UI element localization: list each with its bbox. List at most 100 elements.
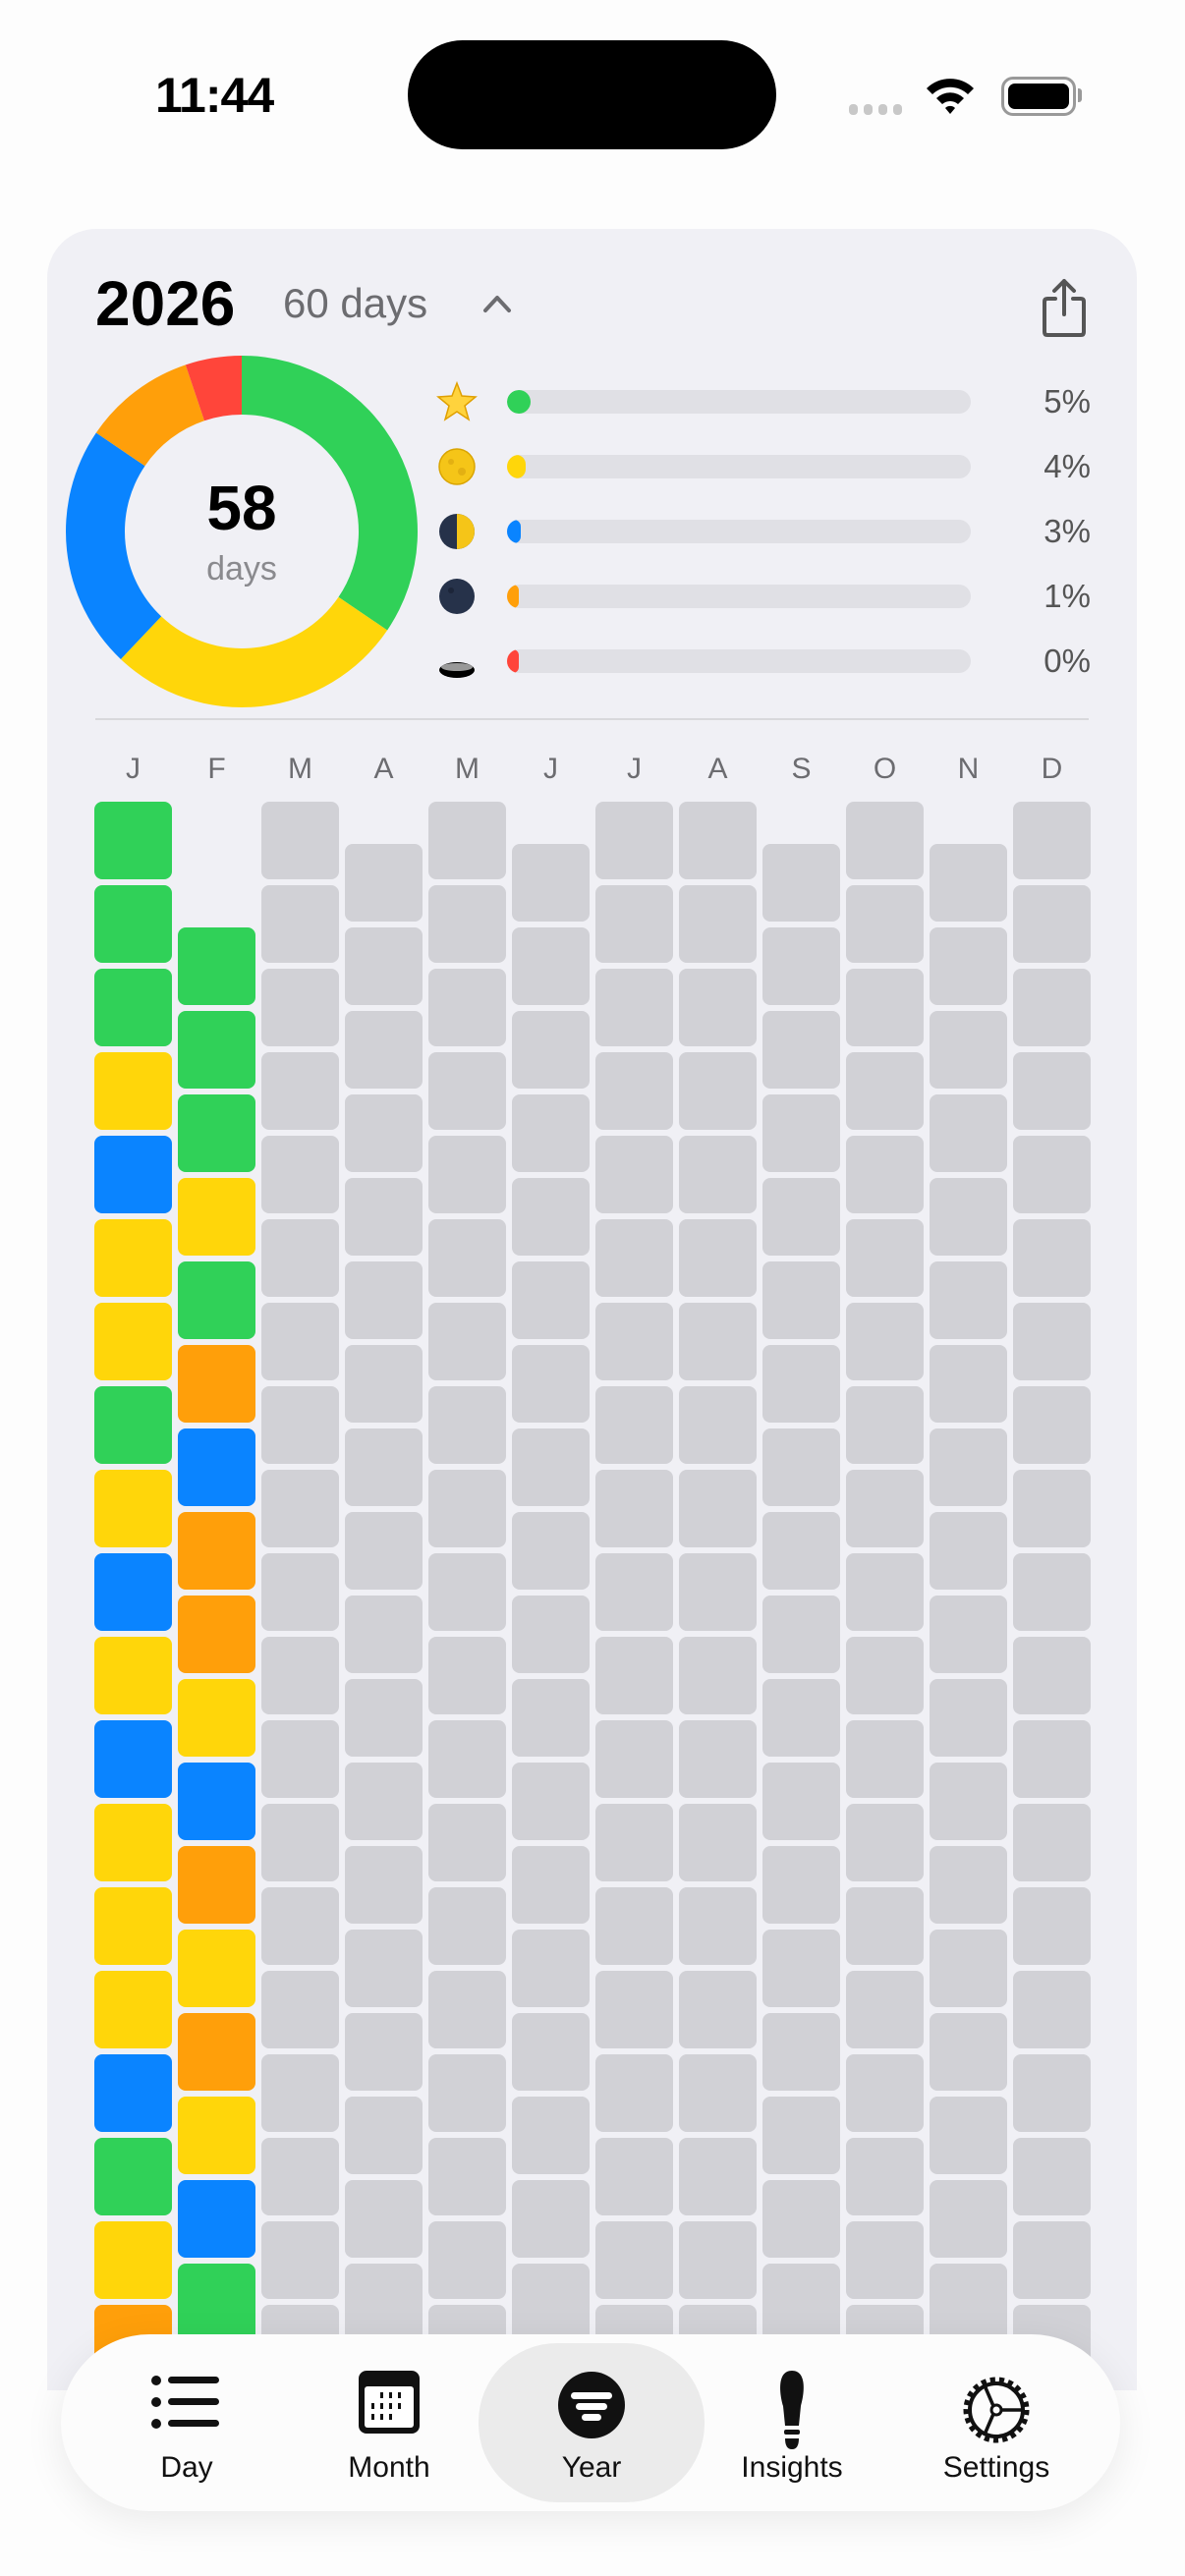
day-cell-empty[interactable] [261, 1804, 339, 1881]
day-cell-empty[interactable] [595, 1470, 673, 1547]
day-cell-empty[interactable] [762, 843, 840, 922]
day-cell-empty[interactable] [1013, 1219, 1091, 1297]
day-cell-b[interactable] [178, 2179, 255, 2258]
day-cell-empty[interactable] [345, 1595, 423, 1673]
day-cell-empty[interactable] [345, 1678, 423, 1757]
day-cell-empty[interactable] [846, 2138, 924, 2215]
day-cell-empty[interactable] [261, 802, 339, 879]
day-cell-empty[interactable] [345, 2096, 423, 2174]
day-cell-empty[interactable] [1013, 885, 1091, 963]
day-cell-b[interactable] [178, 1762, 255, 1840]
day-cell-b[interactable] [94, 2054, 172, 2132]
day-cell-o[interactable] [178, 1595, 255, 1673]
day-cell-y[interactable] [178, 1177, 255, 1256]
chevron-up-icon[interactable] [478, 285, 517, 324]
day-cell-empty[interactable] [261, 1470, 339, 1547]
day-cell-empty[interactable] [345, 2012, 423, 2091]
day-cell-empty[interactable] [930, 1678, 1007, 1757]
day-cell-empty[interactable] [762, 1177, 840, 1256]
day-cell-empty[interactable] [846, 1720, 924, 1798]
day-cell-g[interactable] [94, 802, 172, 879]
day-cell-empty[interactable] [595, 885, 673, 963]
day-cell-empty[interactable] [595, 1887, 673, 1965]
day-cell-y[interactable] [178, 1929, 255, 2007]
day-cell-empty[interactable] [428, 2138, 506, 2215]
day-cell-empty[interactable] [762, 926, 840, 1005]
day-cell-empty[interactable] [762, 1093, 840, 1172]
day-cell-empty[interactable] [345, 1093, 423, 1172]
day-cell-empty[interactable] [345, 1845, 423, 1924]
day-cell-empty[interactable] [512, 2096, 590, 2174]
day-cell-g[interactable] [178, 1260, 255, 1339]
day-cell-empty[interactable] [930, 2179, 1007, 2258]
day-cell-empty[interactable] [512, 1010, 590, 1089]
day-cell-b[interactable] [94, 1553, 172, 1631]
day-cell-empty[interactable] [679, 1553, 757, 1631]
day-cell-empty[interactable] [679, 1887, 757, 1965]
day-cell-empty[interactable] [762, 1344, 840, 1423]
day-cell-empty[interactable] [595, 1720, 673, 1798]
day-cell-empty[interactable] [679, 1219, 757, 1297]
day-cell-g[interactable] [178, 926, 255, 1005]
day-cell-y[interactable] [94, 2221, 172, 2299]
tab-month[interactable]: Month [276, 2343, 502, 2502]
day-cell-empty[interactable] [930, 926, 1007, 1005]
day-cell-empty[interactable] [512, 1344, 590, 1423]
day-cell-empty[interactable] [762, 1595, 840, 1673]
day-cell-empty[interactable] [930, 2263, 1007, 2341]
day-cell-y[interactable] [94, 1971, 172, 2048]
day-cell-empty[interactable] [1013, 1470, 1091, 1547]
day-cell-empty[interactable] [930, 1428, 1007, 1506]
day-cell-empty[interactable] [512, 1762, 590, 1840]
day-cell-empty[interactable] [679, 2054, 757, 2132]
day-cell-empty[interactable] [345, 1010, 423, 1089]
day-cell-empty[interactable] [846, 1637, 924, 1714]
day-cell-empty[interactable] [762, 1845, 840, 1924]
day-cell-empty[interactable] [345, 1428, 423, 1506]
day-cell-empty[interactable] [930, 1344, 1007, 1423]
day-cell-empty[interactable] [762, 1260, 840, 1339]
day-cell-empty[interactable] [930, 1010, 1007, 1089]
day-cell-empty[interactable] [428, 802, 506, 879]
day-cell-empty[interactable] [930, 1929, 1007, 2007]
day-cell-empty[interactable] [261, 2054, 339, 2132]
day-cell-empty[interactable] [930, 1845, 1007, 1924]
day-cell-empty[interactable] [1013, 1303, 1091, 1380]
day-cell-empty[interactable] [261, 1720, 339, 1798]
day-cell-empty[interactable] [345, 1762, 423, 1840]
day-cell-empty[interactable] [428, 1052, 506, 1130]
day-cell-empty[interactable] [595, 969, 673, 1046]
day-cell-y[interactable] [94, 1470, 172, 1547]
day-cell-empty[interactable] [428, 1470, 506, 1547]
day-cell-y[interactable] [94, 1052, 172, 1130]
day-cell-empty[interactable] [261, 969, 339, 1046]
day-cell-empty[interactable] [846, 1303, 924, 1380]
day-cell-empty[interactable] [930, 1511, 1007, 1590]
day-cell-empty[interactable] [595, 2138, 673, 2215]
day-cell-empty[interactable] [679, 1971, 757, 2048]
day-cell-empty[interactable] [428, 2221, 506, 2299]
day-cell-empty[interactable] [762, 1678, 840, 1757]
day-cell-empty[interactable] [595, 2054, 673, 2132]
day-cell-empty[interactable] [595, 1052, 673, 1130]
day-cell-empty[interactable] [512, 1845, 590, 1924]
day-cell-empty[interactable] [261, 1219, 339, 1297]
day-cell-empty[interactable] [762, 1929, 840, 2007]
day-cell-empty[interactable] [1013, 969, 1091, 1046]
day-cell-empty[interactable] [512, 1511, 590, 1590]
tab-year[interactable]: Year [479, 2343, 705, 2502]
day-cell-empty[interactable] [345, 2263, 423, 2341]
day-cell-empty[interactable] [595, 1553, 673, 1631]
day-cell-empty[interactable] [1013, 2138, 1091, 2215]
day-cell-empty[interactable] [679, 1052, 757, 1130]
day-cell-o[interactable] [178, 1511, 255, 1590]
day-cell-empty[interactable] [261, 1887, 339, 1965]
day-cell-empty[interactable] [679, 1804, 757, 1881]
day-cell-empty[interactable] [512, 1260, 590, 1339]
day-cell-empty[interactable] [930, 1177, 1007, 1256]
day-cell-empty[interactable] [595, 1386, 673, 1464]
day-cell-y[interactable] [178, 1678, 255, 1757]
day-cell-empty[interactable] [595, 2221, 673, 2299]
day-cell-empty[interactable] [846, 1553, 924, 1631]
day-cell-empty[interactable] [762, 1511, 840, 1590]
